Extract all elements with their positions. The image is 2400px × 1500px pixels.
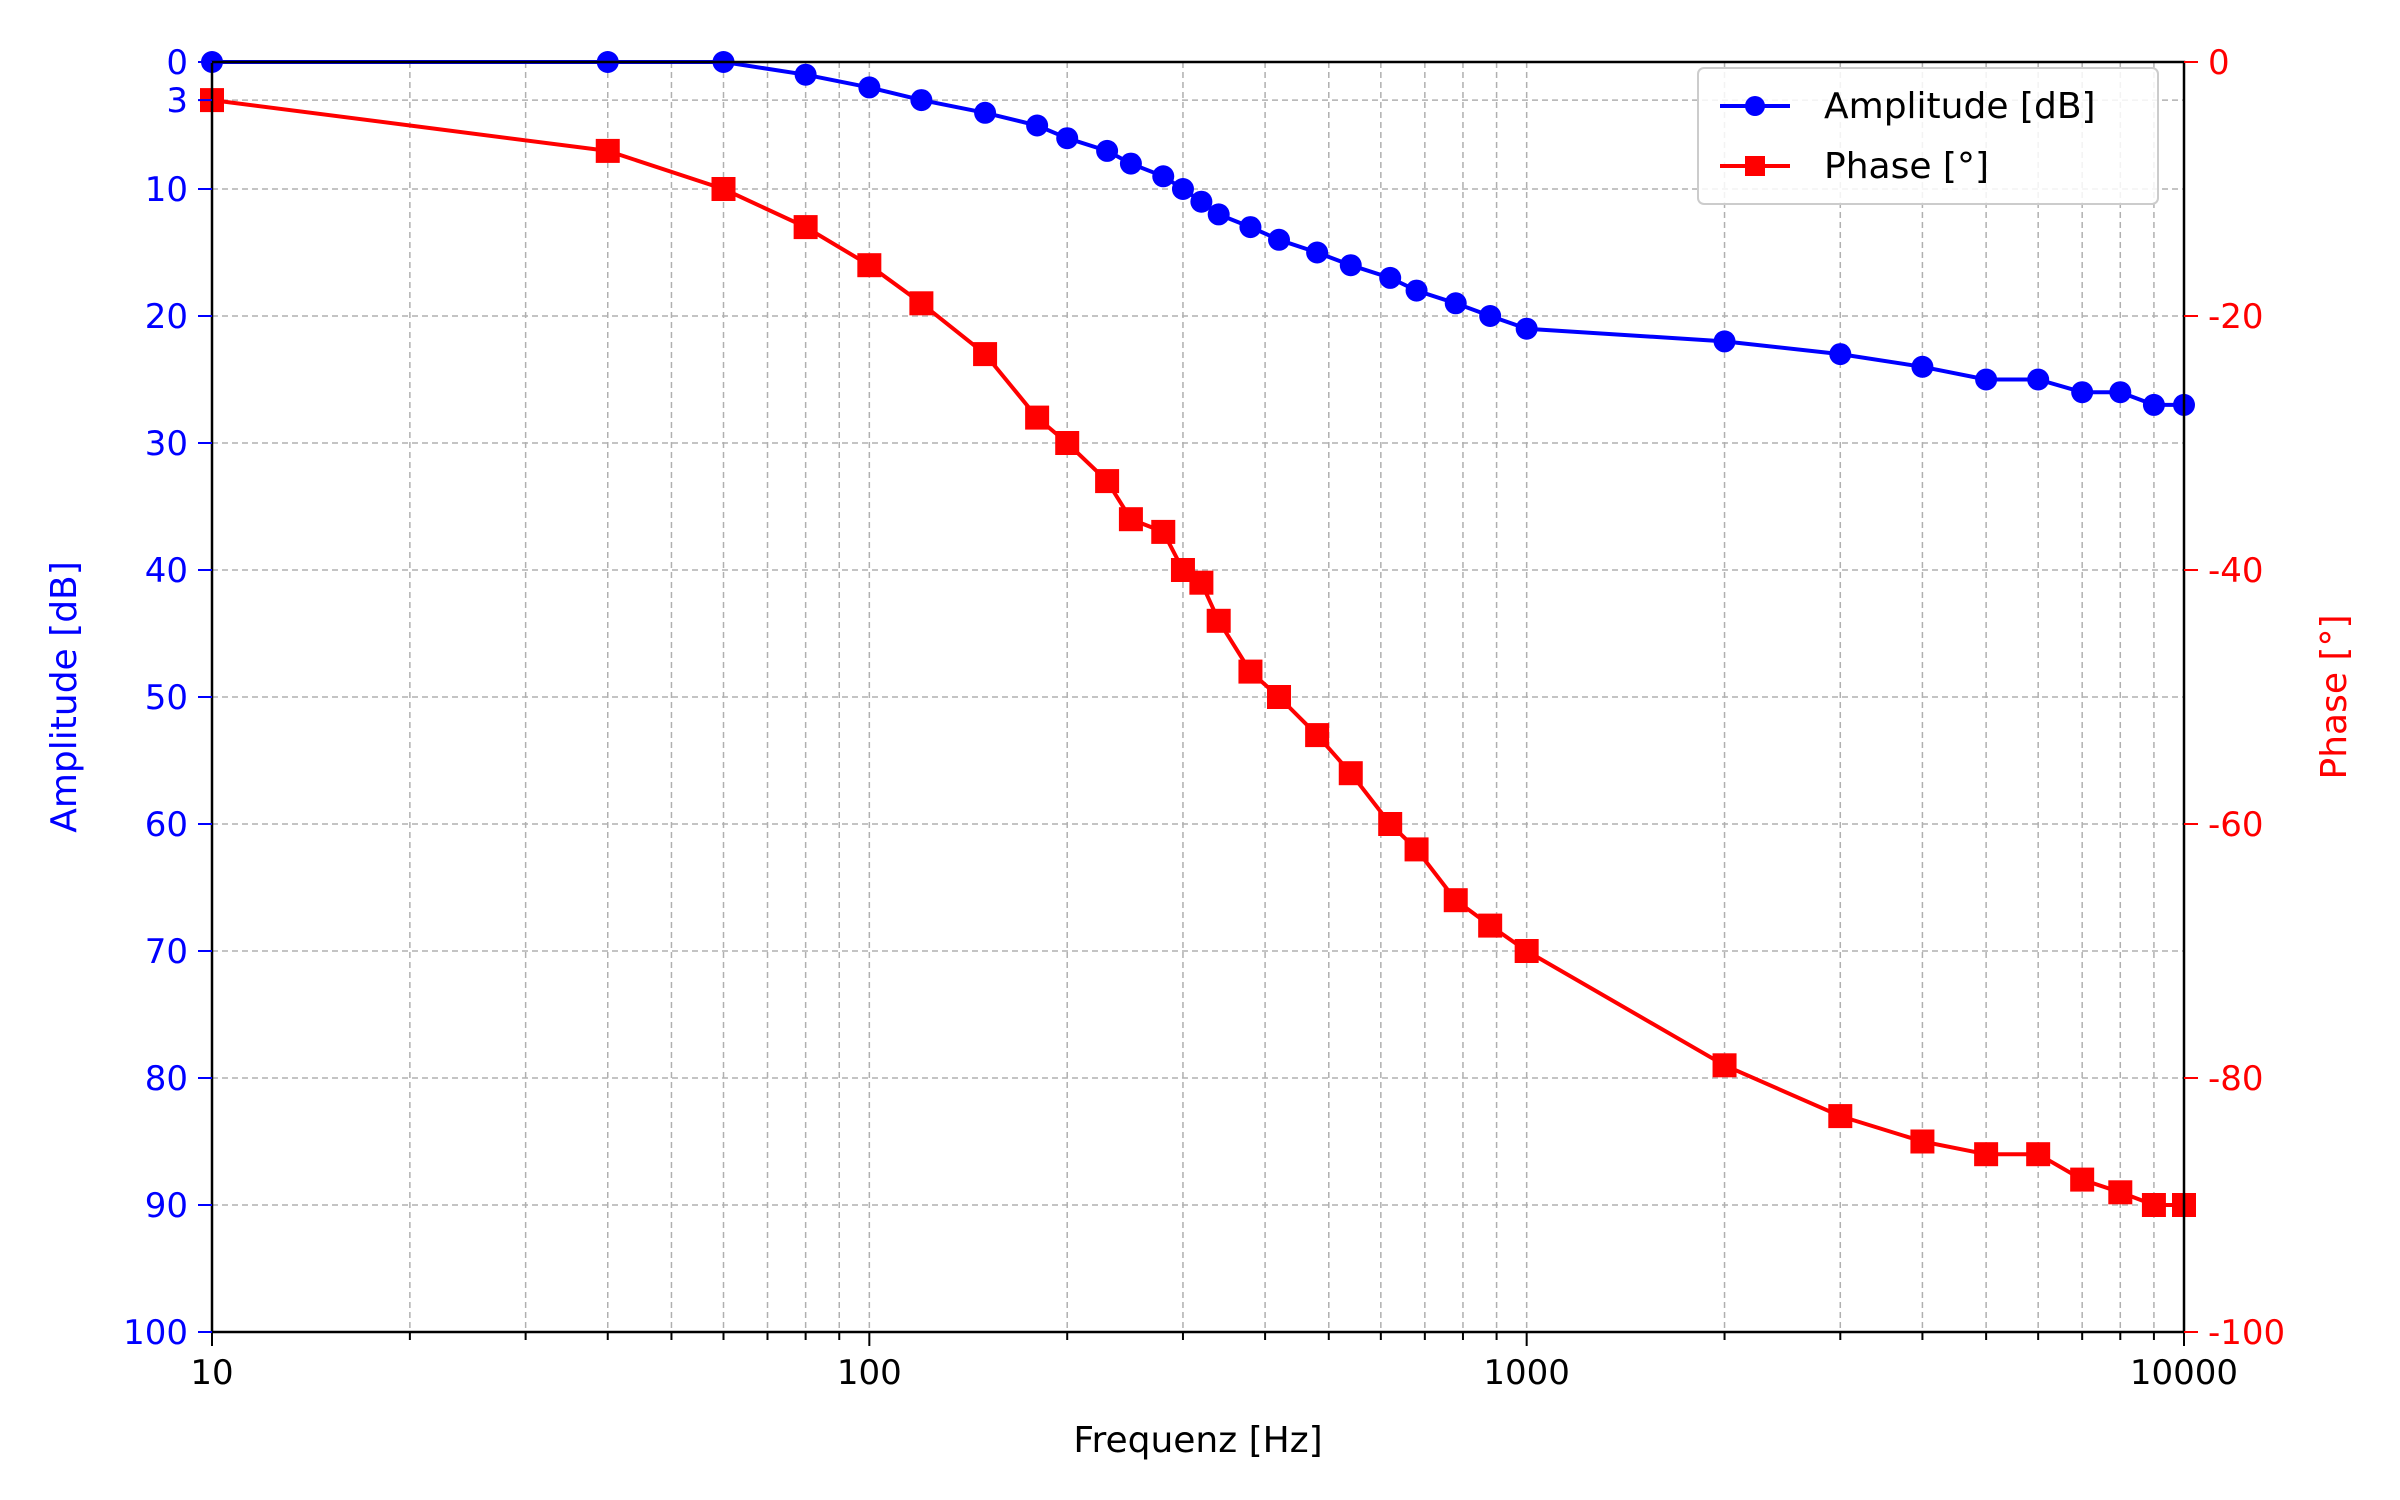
- phase-point: [1514, 939, 1539, 963]
- y-left-tick-label: 80: [145, 1059, 188, 1099]
- amplitude-point: [1379, 266, 1402, 289]
- amplitude-point: [1306, 241, 1329, 264]
- amplitude-point: [1911, 355, 1934, 378]
- y-left-tick-label: 40: [145, 551, 188, 591]
- y-right-tick-label: -60: [2208, 805, 2264, 845]
- phase-point: [1712, 1053, 1737, 1078]
- phase-point: [1443, 888, 1468, 913]
- amplitude-point: [2142, 393, 2165, 416]
- series-line-phase: [211, 98, 2184, 1207]
- amplitude-point: [1515, 317, 1538, 340]
- amplitude-point: [1026, 114, 1049, 137]
- x-tick-label: 100: [837, 1353, 902, 1393]
- legend-entry-amplitude: Amplitude [dB]: [1824, 86, 2096, 127]
- series-layer: [200, 51, 2196, 1217]
- phase-point: [1206, 608, 1231, 633]
- y-right-tick-label: -20: [2208, 297, 2264, 337]
- phase-point: [1338, 761, 1363, 786]
- phase-point: [1189, 570, 1214, 595]
- phase-point: [909, 291, 934, 316]
- phase-point: [2108, 1180, 2133, 1205]
- phase-point: [1305, 723, 1330, 748]
- y-left-tick-label: 100: [123, 1313, 188, 1353]
- y-left-tick-label: 90: [145, 1186, 188, 1226]
- amplitude-point: [1207, 203, 1230, 226]
- amplitude-point: [794, 63, 817, 86]
- amplitude-point: [1119, 152, 1142, 175]
- legend-box: [1697, 67, 2159, 205]
- x-tick-label: 10: [190, 1353, 233, 1393]
- amplitude-point: [1268, 228, 1291, 251]
- y-left-axis-label: Amplitude [dB]: [44, 561, 85, 833]
- y-left-tick-label: 3: [166, 81, 188, 121]
- y-left-tick-label: 60: [145, 805, 188, 845]
- phase-point: [1378, 812, 1403, 836]
- phase-point: [857, 253, 882, 278]
- x-axis-label: Frequenz [Hz]: [1073, 1420, 1322, 1461]
- y-right-axis-label: Phase [°]: [2314, 614, 2355, 779]
- amplitude-point: [1152, 165, 1175, 188]
- amplitude-point: [1713, 330, 1736, 353]
- amplitude-point: [1339, 254, 1362, 277]
- phase-point: [1118, 507, 1143, 532]
- x-tick-label: 1000: [1483, 1353, 1570, 1393]
- phase-point: [595, 138, 620, 163]
- legend-marker-amplitude: [1745, 96, 1765, 116]
- phase-point: [1404, 837, 1429, 862]
- amplitude-point: [1190, 190, 1213, 213]
- amplitude-point: [1444, 292, 1467, 315]
- amplitude-point: [1056, 127, 1079, 150]
- phase-point: [1267, 685, 1292, 709]
- y-left-tick-label: 20: [145, 297, 188, 337]
- phase-point: [973, 342, 998, 367]
- phase-point: [1974, 1142, 1999, 1167]
- phase-point: [711, 177, 736, 201]
- y-left-tick-label: 50: [145, 678, 188, 718]
- phase-point: [2070, 1167, 2095, 1192]
- amplitude-point: [1975, 368, 1998, 391]
- amplitude-point: [1096, 139, 1119, 162]
- legend: Amplitude [dB] Phase [°]: [1697, 67, 2159, 205]
- amplitude-point: [2071, 381, 2094, 404]
- phase-point: [1055, 431, 1080, 455]
- amplitude-point: [910, 89, 933, 112]
- x-tick-label: 10000: [2130, 1353, 2238, 1393]
- phase-point: [1828, 1104, 1853, 1129]
- amplitude-point: [974, 101, 997, 124]
- phase-point: [1910, 1129, 1935, 1154]
- amplitude-point: [1239, 216, 1262, 239]
- y-right-tick-label: -40: [2208, 551, 2264, 591]
- y-left-tick-label: 10: [145, 170, 188, 210]
- y-left-tick-label: 70: [145, 932, 188, 972]
- y-right-tick-label: -80: [2208, 1059, 2264, 1099]
- amplitude-point: [2027, 368, 2050, 391]
- legend-entry-phase: Phase [°]: [1824, 146, 1989, 187]
- phase-point: [793, 215, 818, 240]
- phase-point: [1238, 659, 1263, 684]
- phase-point: [1478, 913, 1503, 938]
- phase-point: [1151, 519, 1176, 544]
- amplitude-point: [2109, 381, 2132, 404]
- phase-point: [2026, 1142, 2051, 1167]
- legend-marker-phase: [1745, 156, 1765, 176]
- y-right-tick-label: 0: [2208, 43, 2230, 83]
- grid-lines: [211, 61, 2185, 1333]
- phase-point: [1025, 405, 1050, 430]
- phase-point: [2141, 1193, 2166, 1217]
- y-left-tick-label: 0: [166, 43, 188, 83]
- axes: 10 100 1000 10000031020304050607080901000-2…: [123, 43, 2285, 1393]
- y-right-tick-label: -100: [2208, 1313, 2285, 1353]
- amplitude-point: [1829, 343, 1852, 366]
- amplitude-point: [1405, 279, 1428, 302]
- amplitude-point: [858, 76, 881, 99]
- y-left-tick-label: 30: [145, 424, 188, 464]
- phase-point: [1095, 469, 1120, 494]
- amplitude-point: [1171, 178, 1194, 200]
- amplitude-point: [1479, 305, 1502, 327]
